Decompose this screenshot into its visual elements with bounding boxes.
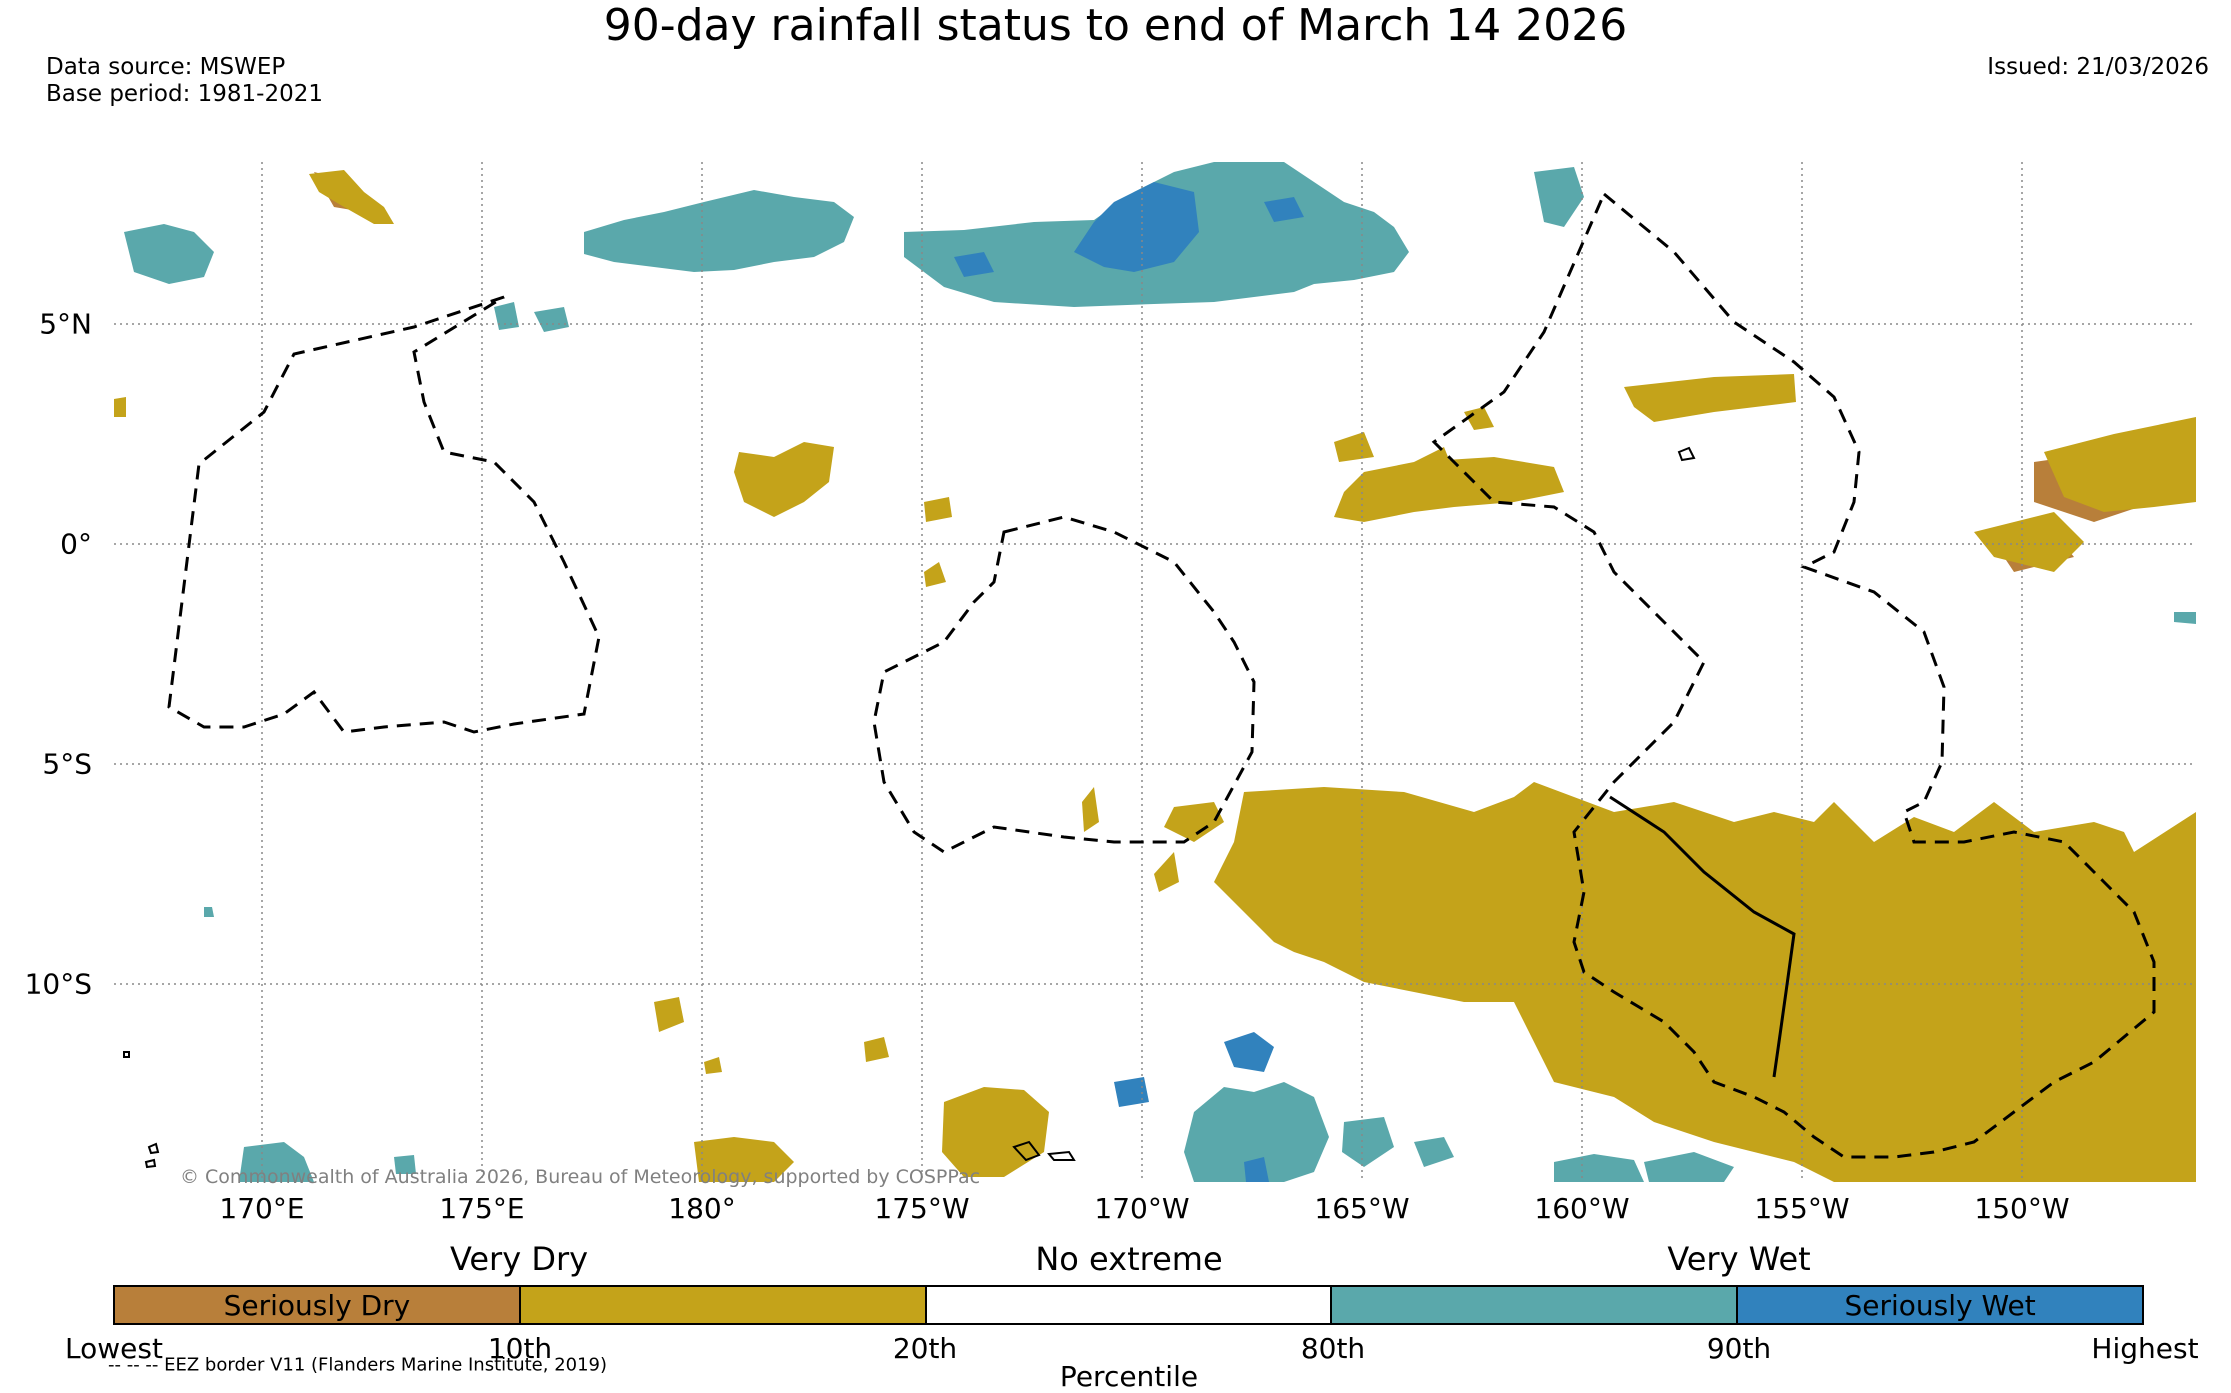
category-no-extreme: No extreme (1035, 1240, 1223, 1278)
y-tick-0: 0° (60, 527, 92, 561)
y-tick-5s: 5°S (42, 747, 92, 781)
legend-seriously-dry: Seriously Dry (115, 1287, 521, 1323)
x-tick-165w: 165°W (1314, 1192, 1410, 1225)
eez-note: -- -- -- EEZ border V11 (Flanders Marine… (108, 1354, 608, 1376)
copyright-notice: © Commonwealth of Australia 2026, Bureau… (180, 1166, 981, 1188)
very-dry-region (114, 170, 2196, 1182)
source-info: Data source: MSWEP Base period: 1981-202… (46, 54, 323, 108)
data-source: Data source: MSWEP (46, 54, 286, 80)
legend-no-extreme (926, 1287, 1333, 1323)
category-very-wet: Very Wet (1667, 1240, 1811, 1278)
seriously-wet-region (954, 182, 1304, 1182)
x-tick-155w: 155°W (1754, 1192, 1850, 1225)
percentile-lowest: Lowest (65, 1332, 163, 1365)
x-tick-150w: 150°W (1974, 1192, 2070, 1225)
percentile-highest: Highest (2091, 1332, 2199, 1365)
islands (123, 446, 1696, 1169)
x-tick-180: 180° (668, 1192, 736, 1225)
rainfall-map (114, 162, 2196, 1182)
boundary-line (1609, 795, 1796, 1078)
legend-seriously-wet: Seriously Wet (1738, 1287, 2142, 1323)
legend-color-bar: Seriously Dry Seriously Wet (113, 1285, 2144, 1325)
x-tick-175w: 175°W (874, 1192, 970, 1225)
category-very-dry: Very Dry (449, 1240, 589, 1278)
legend-very-wet (1332, 1287, 1739, 1323)
percentile-90th: 90th (1706, 1332, 1772, 1365)
x-tick-170e: 170°E (219, 1192, 305, 1225)
percentile-10th: 10th (487, 1332, 553, 1365)
graticule (114, 162, 2196, 1182)
y-tick-5n: 5°N (39, 307, 92, 341)
x-tick-160w: 160°W (1534, 1192, 1630, 1225)
percentile-20th: 20th (892, 1332, 958, 1365)
base-period: Base period: 1981-2021 (46, 81, 324, 107)
eez-borders (167, 191, 2156, 1159)
x-tick-170w: 170°W (1094, 1192, 1190, 1225)
percentile-axis-label: Percentile (1059, 1360, 1199, 1393)
issued-date: Issued: 21/03/2026 (1987, 54, 2209, 80)
x-tick-175e: 175°E (439, 1192, 525, 1225)
y-tick-10s: 10°S (24, 967, 92, 1001)
percentile-80th: 80th (1300, 1332, 1366, 1365)
legend-very-dry (520, 1287, 927, 1323)
map-title: 90-day rainfall status to end of March 1… (603, 0, 1628, 51)
